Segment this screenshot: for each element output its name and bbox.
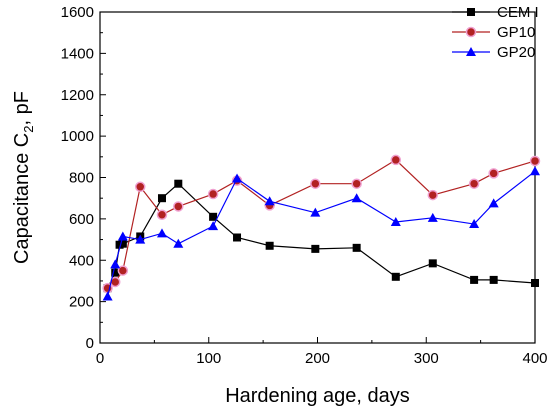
x-tick-label: 400 bbox=[522, 350, 547, 367]
data-point-triangle bbox=[232, 173, 243, 183]
data-point-square bbox=[209, 212, 218, 221]
data-point-triangle bbox=[110, 259, 121, 269]
y-tick-label: 600 bbox=[69, 211, 94, 228]
data-point-square bbox=[391, 272, 400, 281]
data-point-triangle bbox=[117, 231, 128, 241]
legend-label: GP20 bbox=[497, 44, 535, 61]
data-point-triangle bbox=[173, 238, 184, 248]
y-tick-label: 1000 bbox=[61, 128, 94, 145]
y-axis-title: Capacitance C2, pF bbox=[11, 91, 36, 264]
series-line bbox=[107, 182, 536, 289]
data-point-circle bbox=[427, 189, 439, 201]
data-point-square bbox=[118, 239, 127, 248]
y-axis-title-main: Capacitance C bbox=[11, 133, 33, 264]
legend-label: GP10 bbox=[497, 24, 535, 41]
data-point-square bbox=[428, 259, 437, 268]
y-tick-label: 0 bbox=[86, 335, 94, 352]
data-point-square bbox=[467, 8, 475, 16]
y-tick-label: 400 bbox=[69, 252, 94, 269]
data-point-triangle bbox=[488, 198, 499, 208]
plot-frame bbox=[99, 11, 536, 344]
x-tick-label: 0 bbox=[96, 350, 104, 367]
data-point-square bbox=[489, 275, 498, 284]
y-axis-title-tail: , pF bbox=[11, 91, 33, 125]
y-axis-title-subscript: 2 bbox=[21, 126, 36, 133]
data-point-triangle bbox=[469, 219, 480, 229]
data-point-square bbox=[470, 275, 479, 284]
legend: CEM I GP10 GP20 bbox=[452, 4, 539, 61]
y-tick-label: 800 bbox=[69, 170, 94, 187]
data-point-triangle bbox=[530, 166, 540, 176]
data-point-circle bbox=[173, 201, 184, 212]
series-line bbox=[107, 159, 536, 289]
data-point-triangle bbox=[102, 291, 113, 301]
y-tick-label: 1400 bbox=[61, 45, 94, 62]
x-tick-label: 300 bbox=[414, 350, 439, 367]
legend-label: CEM I bbox=[497, 4, 539, 21]
data-point-square bbox=[352, 243, 361, 252]
data-point-square bbox=[174, 179, 183, 188]
data-point-square bbox=[233, 233, 242, 242]
series-gp20 bbox=[102, 166, 540, 301]
data-point-triangle bbox=[390, 216, 401, 226]
data-point-triangle bbox=[427, 212, 438, 222]
data-point-circle bbox=[488, 168, 499, 179]
y-tick-label: 200 bbox=[69, 294, 94, 311]
data-point-circle bbox=[529, 155, 541, 167]
series-cem-i bbox=[103, 179, 539, 293]
data-point-triangle bbox=[466, 47, 476, 56]
data-point-circle bbox=[207, 188, 219, 200]
data-point-circle bbox=[468, 178, 480, 189]
x-axis-title: Hardening age, days bbox=[225, 385, 410, 407]
data-point-square bbox=[265, 241, 274, 250]
y-tick-label: 1600 bbox=[61, 4, 94, 21]
series-line bbox=[107, 170, 536, 297]
data-point-triangle bbox=[351, 193, 362, 203]
legend-item-gp20: GP20 bbox=[452, 44, 535, 61]
x-tick-label: 200 bbox=[305, 350, 330, 367]
data-point-square bbox=[531, 279, 539, 288]
data-point-circle bbox=[465, 26, 477, 38]
axis-ticks: 0 100 200 300 400 0 200 400 600 800 1000 1200 1400 16… bbox=[61, 4, 548, 367]
data-point-triangle bbox=[208, 221, 219, 231]
data-point-triangle bbox=[310, 207, 321, 217]
data-point-circle bbox=[134, 181, 146, 193]
data-point-triangle bbox=[135, 234, 146, 244]
legend-item-gp10: GP10 bbox=[452, 24, 535, 41]
x-tick-label: 100 bbox=[196, 350, 221, 367]
data-point-square bbox=[311, 244, 320, 253]
data-point-circle bbox=[310, 178, 321, 189]
data-point-triangle bbox=[264, 196, 275, 206]
data-point-circle bbox=[117, 265, 129, 276]
data-point-circle bbox=[351, 178, 362, 189]
data-point-circle bbox=[156, 209, 168, 220]
data-point-square bbox=[111, 268, 120, 277]
legend-item-cem-i: CEM I bbox=[452, 4, 539, 21]
y-tick-label: 1200 bbox=[61, 87, 94, 104]
data-point-triangle bbox=[156, 228, 167, 238]
series-layer bbox=[102, 154, 541, 301]
data-point-circle bbox=[390, 154, 402, 166]
data-point-square bbox=[157, 194, 166, 203]
